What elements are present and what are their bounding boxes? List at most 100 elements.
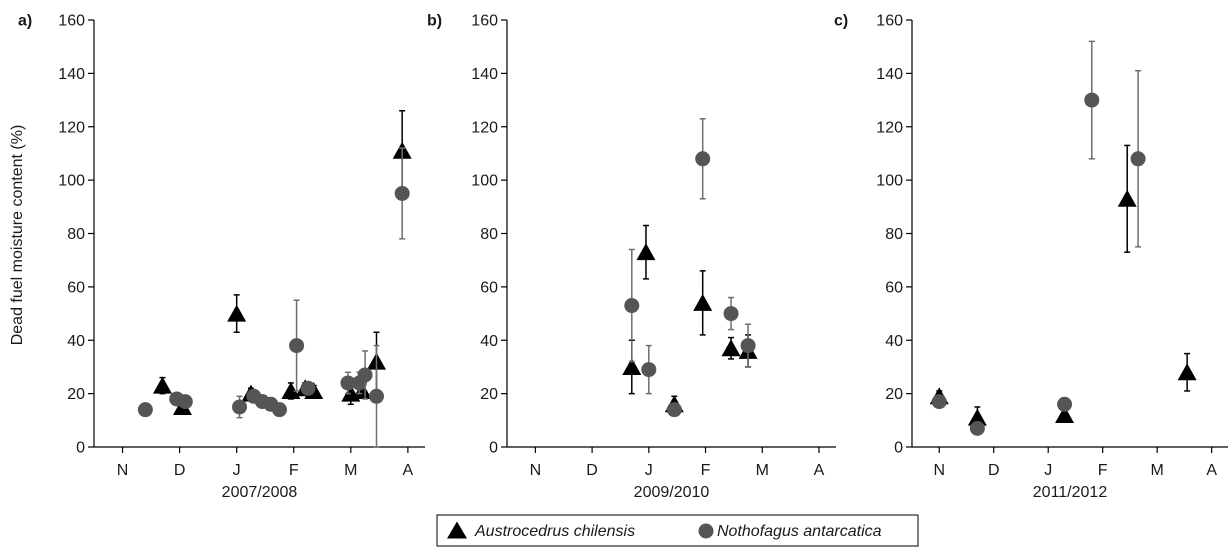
circle-point — [357, 367, 373, 383]
x-tick-label: N — [530, 462, 542, 479]
y-tick-label: 40 — [67, 333, 85, 350]
y-tick-label: 20 — [67, 386, 85, 403]
circle-point — [137, 402, 153, 418]
legend-label-nothofagus: Nothofagus antarcatica — [717, 523, 882, 540]
y-tick-label: 0 — [894, 440, 903, 457]
x-tick-label: F — [289, 462, 299, 479]
panels: 0 20 40 60 80 100 120 140 160 a) N D J F M A 2007/2008 0 2… — [18, 13, 1228, 501]
x-tick-label: J — [233, 462, 241, 479]
panel-c: 0 20 40 60 80 100 120 140 160 c) N D J F M A 2011/2012 — [834, 13, 1228, 501]
x-tick-label: N — [117, 462, 129, 479]
circle-point — [368, 388, 384, 404]
circle-point — [969, 420, 985, 436]
circle-point — [740, 338, 756, 354]
triangle-point — [693, 293, 713, 311]
panel-letter: c) — [834, 13, 848, 30]
circle-point — [232, 399, 248, 415]
triangle-point — [721, 339, 741, 357]
legend-label-austrocedrus: Austrocedrus chilensis — [474, 523, 635, 540]
circle-point — [695, 151, 711, 167]
panel-letter: b) — [427, 13, 442, 30]
y-tick-label: 120 — [58, 119, 85, 136]
x-tick-label: A — [1206, 462, 1217, 479]
y-tick-label: 40 — [885, 333, 903, 350]
series-nothofagus — [931, 40, 1146, 436]
circle-point — [340, 375, 356, 391]
circle-point — [300, 380, 316, 396]
circle-point — [289, 338, 305, 354]
y-tick-label: 0 — [76, 440, 85, 457]
y-tick-label: 100 — [58, 173, 85, 190]
y-tick-label: 20 — [885, 386, 903, 403]
triangle-point — [281, 381, 301, 399]
x-tick-label: J — [645, 462, 653, 479]
triangle-point — [1117, 189, 1137, 207]
circle-point — [723, 306, 739, 322]
x-tick-label: D — [586, 462, 598, 479]
x-tick-label: F — [1098, 462, 1108, 479]
y-tick-label: 20 — [480, 386, 498, 403]
circle-point — [177, 394, 193, 410]
y-tick-label: 160 — [58, 13, 85, 30]
panel-letter: a) — [18, 13, 32, 30]
legend-triangle-marker — [447, 521, 467, 539]
x-axis-title: 2011/2012 — [1033, 484, 1108, 501]
circle-point — [1057, 396, 1073, 412]
legend-box — [436, 514, 919, 547]
y-tick-label: 160 — [471, 13, 498, 30]
series-austrocedrus — [152, 109, 412, 415]
y-tick-label: 40 — [480, 333, 498, 350]
series-austrocedrus — [622, 224, 758, 414]
circle-point — [624, 298, 640, 314]
triangle-point — [1177, 363, 1197, 381]
y-tick-label: 140 — [471, 66, 498, 83]
series-austrocedrus — [929, 144, 1197, 430]
y-tick-label: 60 — [885, 279, 903, 296]
triangle-point — [636, 243, 656, 261]
circle-point — [394, 185, 410, 201]
x-tick-label: N — [933, 462, 945, 479]
y-tick-label: 80 — [885, 226, 903, 243]
x-axis-title: 2007/2008 — [222, 484, 298, 501]
x-tick-label: A — [403, 462, 414, 479]
panel-b: 0 20 40 60 80 100 120 140 160 b) N D J F M A 2009/2010 — [427, 13, 836, 501]
x-tick-label: D — [988, 462, 1000, 479]
triangle-point — [1055, 405, 1075, 423]
y-tick-label: 120 — [876, 119, 903, 136]
circle-point — [666, 402, 682, 418]
y-tick-label: 100 — [876, 173, 903, 190]
y-tick-label: 80 — [480, 226, 498, 243]
x-tick-label: F — [701, 462, 711, 479]
legend-circle-marker — [698, 523, 714, 539]
y-tick-label: 80 — [67, 226, 85, 243]
circle-point — [1084, 92, 1100, 108]
x-tick-label: J — [1044, 462, 1052, 479]
circle-point — [1130, 151, 1146, 167]
y-tick-label: 160 — [876, 13, 903, 30]
x-tick-label: M — [756, 462, 769, 479]
series-nothofagus — [137, 147, 410, 448]
x-axis-title: 2009/2010 — [634, 484, 710, 501]
circle-point — [931, 394, 947, 410]
y-tick-label: 0 — [489, 440, 498, 457]
circle-point — [641, 362, 657, 378]
triangle-point — [227, 304, 247, 322]
y-tick-label: 60 — [480, 279, 498, 296]
triangle-point — [152, 376, 172, 394]
x-tick-label: M — [1151, 462, 1164, 479]
y-tick-label: 60 — [67, 279, 85, 296]
x-tick-label: M — [344, 462, 357, 479]
triangle-point — [622, 357, 642, 375]
y-tick-label: 140 — [58, 66, 85, 83]
triangle-point — [967, 408, 987, 426]
y-axis-title: Dead fuel moisture content (%) — [9, 125, 26, 346]
y-tick-label: 140 — [876, 66, 903, 83]
series-nothofagus — [624, 117, 756, 418]
legend: Austrocedrus chilensis Nothofagus antarc… — [436, 514, 919, 547]
circle-point — [271, 402, 287, 418]
x-tick-label: A — [814, 462, 825, 479]
y-tick-label: 120 — [471, 119, 498, 136]
triangle-point — [352, 381, 372, 399]
panel-a: 0 20 40 60 80 100 120 140 160 a) N D J F M A 2007/2008 — [18, 13, 425, 501]
